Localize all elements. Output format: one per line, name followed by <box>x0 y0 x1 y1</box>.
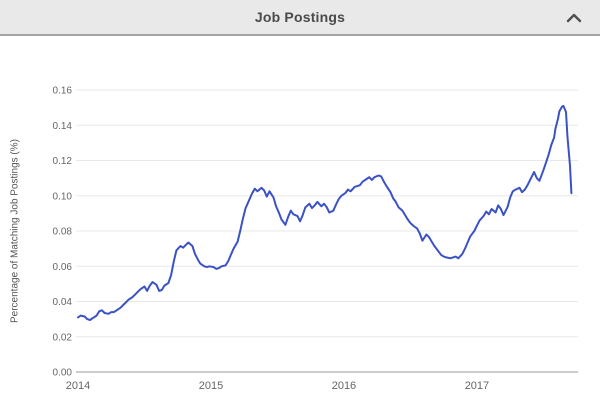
panel-title: Job Postings <box>254 9 346 25</box>
x-tick-label: 2015 <box>199 380 223 392</box>
y-tick-label: 0.04 <box>53 297 73 308</box>
y-tick-label: 0.08 <box>53 227 73 238</box>
x-tick-label: 2017 <box>465 380 489 392</box>
y-tick-label: 0.00 <box>53 368 73 379</box>
line-chart: 0.00 0.02 0.04 0.06 0.08 0.10 0.12 0.14 0.16 2014… <box>53 86 578 392</box>
panel-header: Job Postings <box>0 0 600 36</box>
y-tick-label: 0.10 <box>53 191 73 202</box>
x-tick-label: 2016 <box>332 380 356 392</box>
y-tick-label: 0.12 <box>53 156 73 167</box>
chart-area: 0.00 0.02 0.04 0.06 0.08 0.10 0.12 0.14 0.16 2014… <box>0 38 600 409</box>
y-tick-label: 0.14 <box>53 121 73 132</box>
collapse-button[interactable] <box>564 10 584 26</box>
chevron-up-icon <box>566 13 582 23</box>
y-tick-label: 0.06 <box>53 262 73 273</box>
data-line <box>77 104 573 321</box>
y-tick-label: 0.02 <box>53 332 73 343</box>
x-tick-label: 2014 <box>66 380 90 392</box>
y-tick-label: 0.16 <box>53 86 73 97</box>
